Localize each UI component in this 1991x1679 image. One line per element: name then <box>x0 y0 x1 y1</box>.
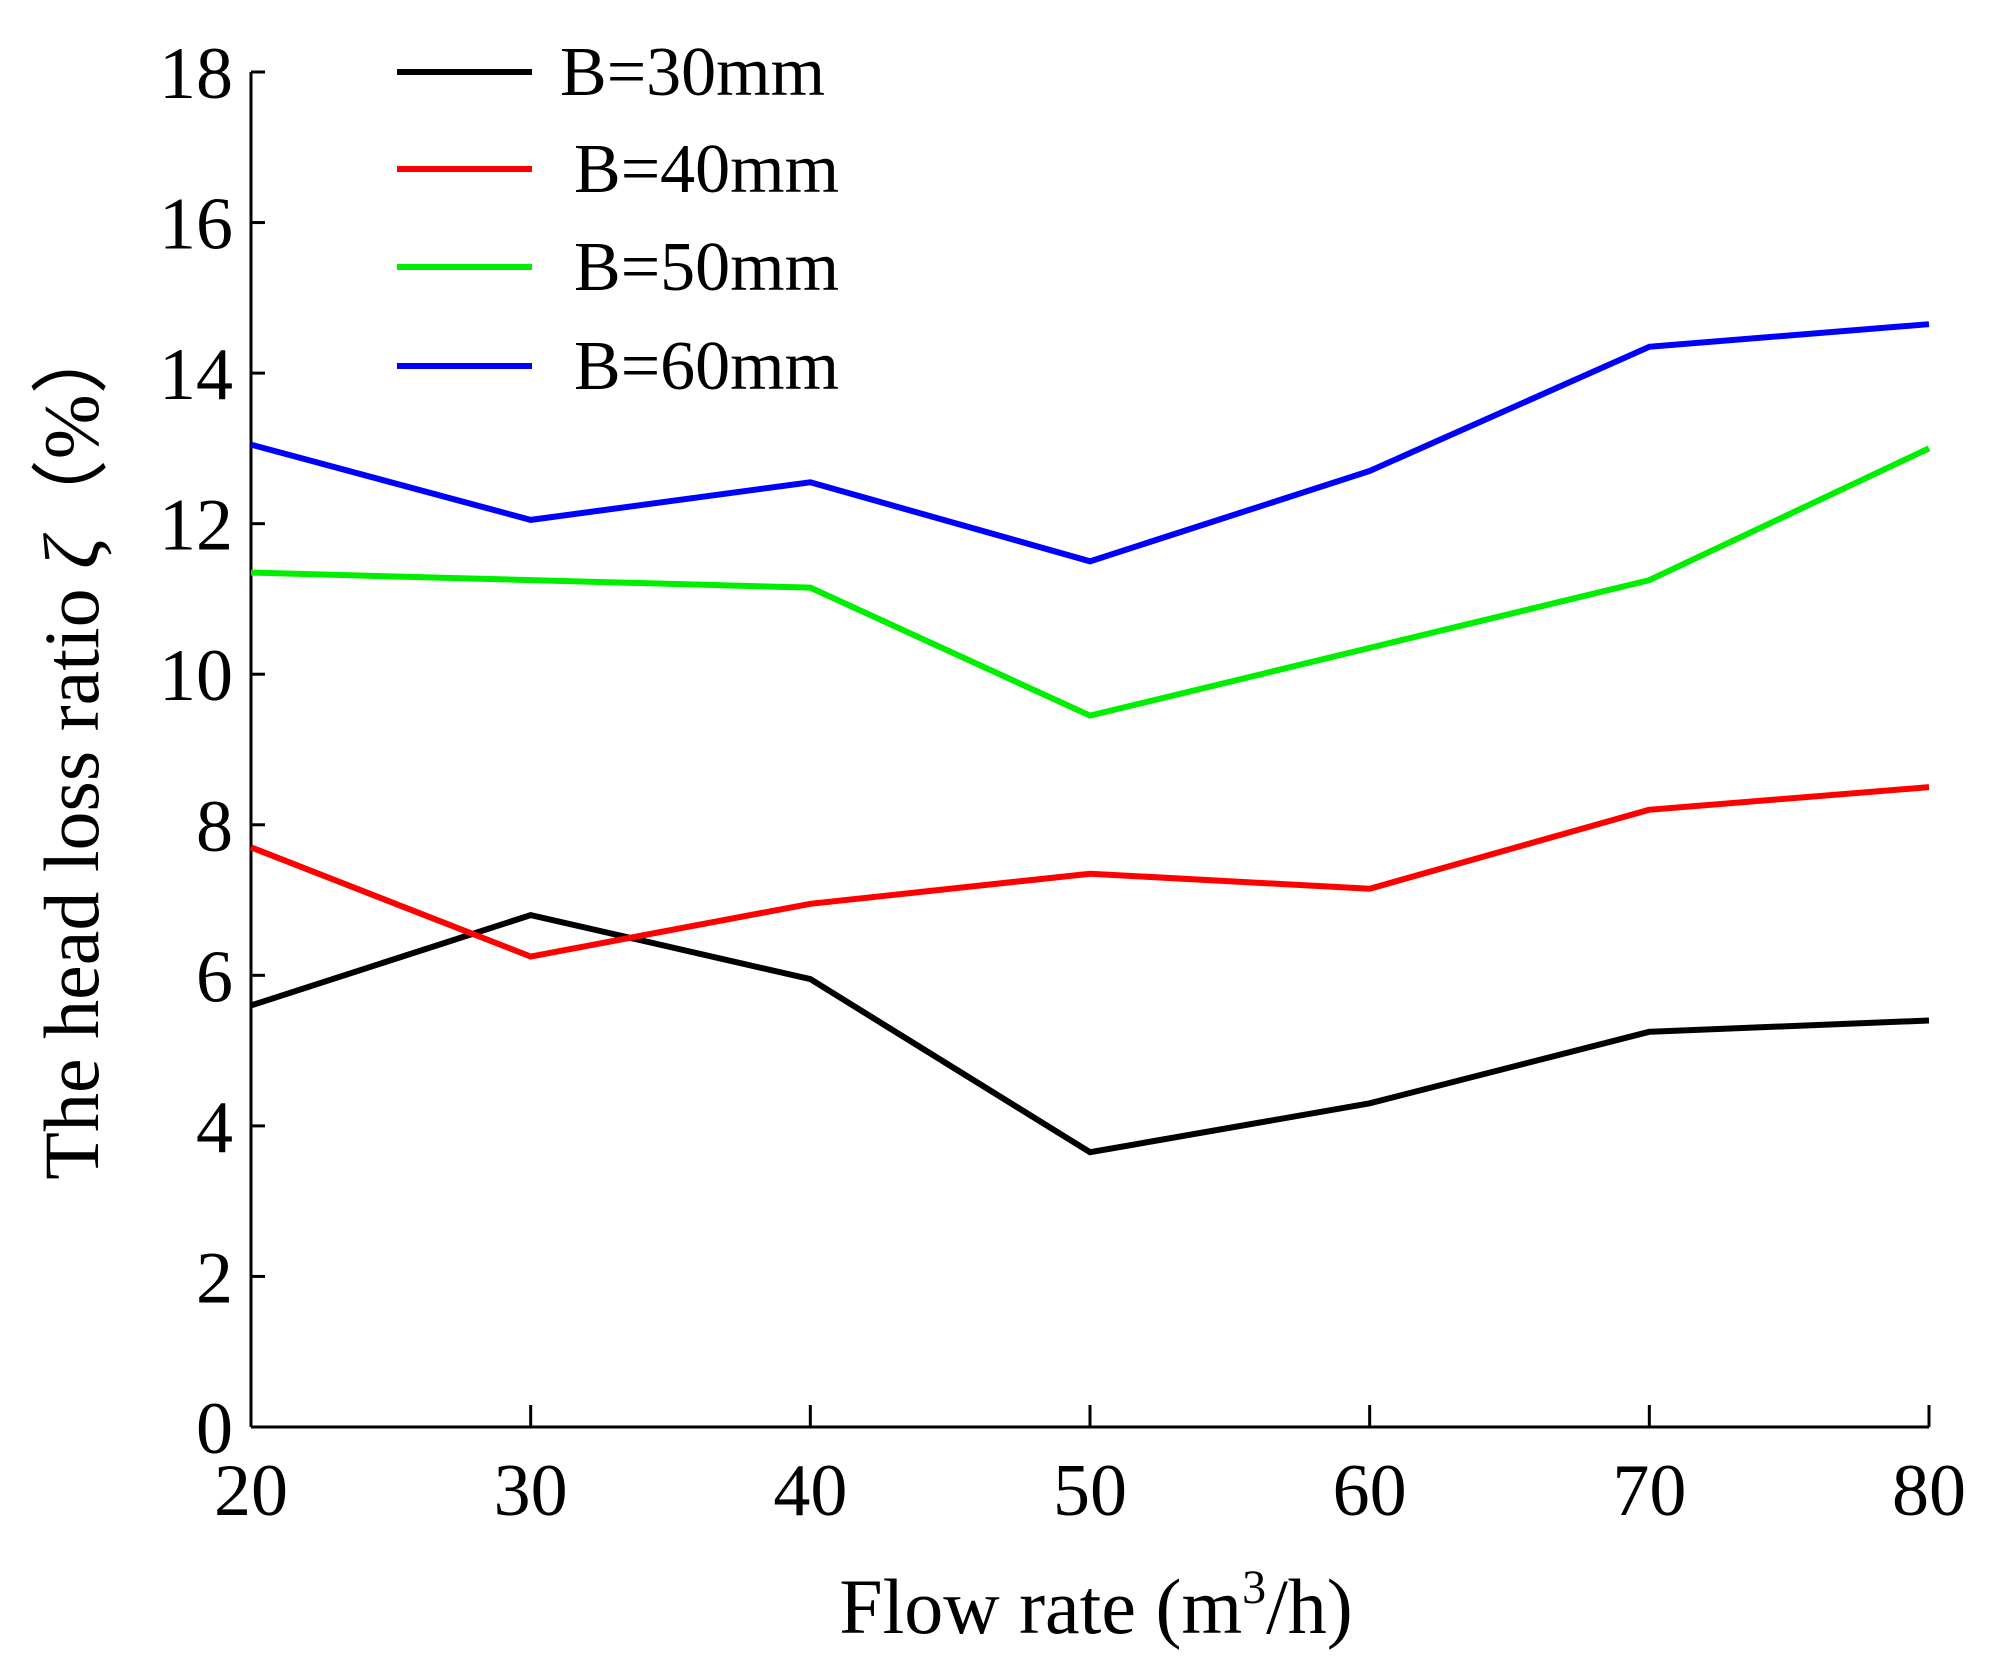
y-tick-label: 2 <box>196 1237 233 1319</box>
series-line-b-50mm <box>250 445 1931 719</box>
y-tick-label: 16 <box>159 184 233 266</box>
x-tick-label: 70 <box>1612 1450 1686 1532</box>
x-tick-label: 60 <box>1333 1450 1407 1532</box>
y-tick-label: 12 <box>159 485 233 567</box>
x-axis-title-superscript: 3 <box>1242 1561 1266 1614</box>
series-group <box>249 321 1931 1156</box>
x-tick-label: 20 <box>214 1450 288 1532</box>
series-line-b-60mm <box>250 321 1930 565</box>
x-tick-label: 30 <box>494 1450 568 1532</box>
y-tick-label: 8 <box>196 786 233 868</box>
y-axis-title-symbol: ζ <box>28 533 115 569</box>
y-tick-label: 6 <box>196 936 233 1018</box>
legend-label: B=50mm <box>574 229 839 306</box>
axes <box>249 72 1929 1429</box>
x-axis-title: Flow rate (m3/h) <box>839 1561 1353 1650</box>
y-axis-title-main: The head loss ratio <box>28 569 115 1180</box>
y-axis-title-unit: （%） <box>28 316 115 537</box>
legend-item: B=50mm <box>397 229 839 306</box>
y-tick-label: 4 <box>196 1087 233 1169</box>
legend-item: B=60mm <box>397 328 839 405</box>
series-line-b-40mm <box>249 784 1930 960</box>
legend-item: B=40mm <box>397 131 839 208</box>
y-tick-label: 10 <box>159 635 233 717</box>
x-axis-title-main: Flow rate (m <box>839 1563 1242 1650</box>
legend: B=30mm B=40mm B=50mm B=60mm <box>397 34 839 405</box>
legend-label: B=30mm <box>560 34 825 111</box>
x-axis-title-end: /h) <box>1266 1563 1353 1650</box>
y-axis-title: The head loss ratio ζ（%） <box>28 316 115 1179</box>
x-tick-label: 50 <box>1053 1450 1127 1532</box>
y-tick-label: 0 <box>196 1388 233 1470</box>
legend-label: B=60mm <box>574 328 839 405</box>
y-tick-label: 14 <box>159 334 233 416</box>
y-ticks: 0 2 4 6 8 10 12 14 16 18 <box>159 33 265 1470</box>
series-line-b-30mm <box>250 912 1930 1156</box>
x-tick-label: 40 <box>773 1450 847 1532</box>
x-tick-label: 80 <box>1892 1450 1966 1532</box>
x-ticks: 20 30 40 50 60 70 80 <box>214 1405 1966 1532</box>
y-tick-label: 18 <box>159 33 233 115</box>
legend-label: B=40mm <box>574 131 839 208</box>
legend-item: B=30mm <box>397 34 825 111</box>
